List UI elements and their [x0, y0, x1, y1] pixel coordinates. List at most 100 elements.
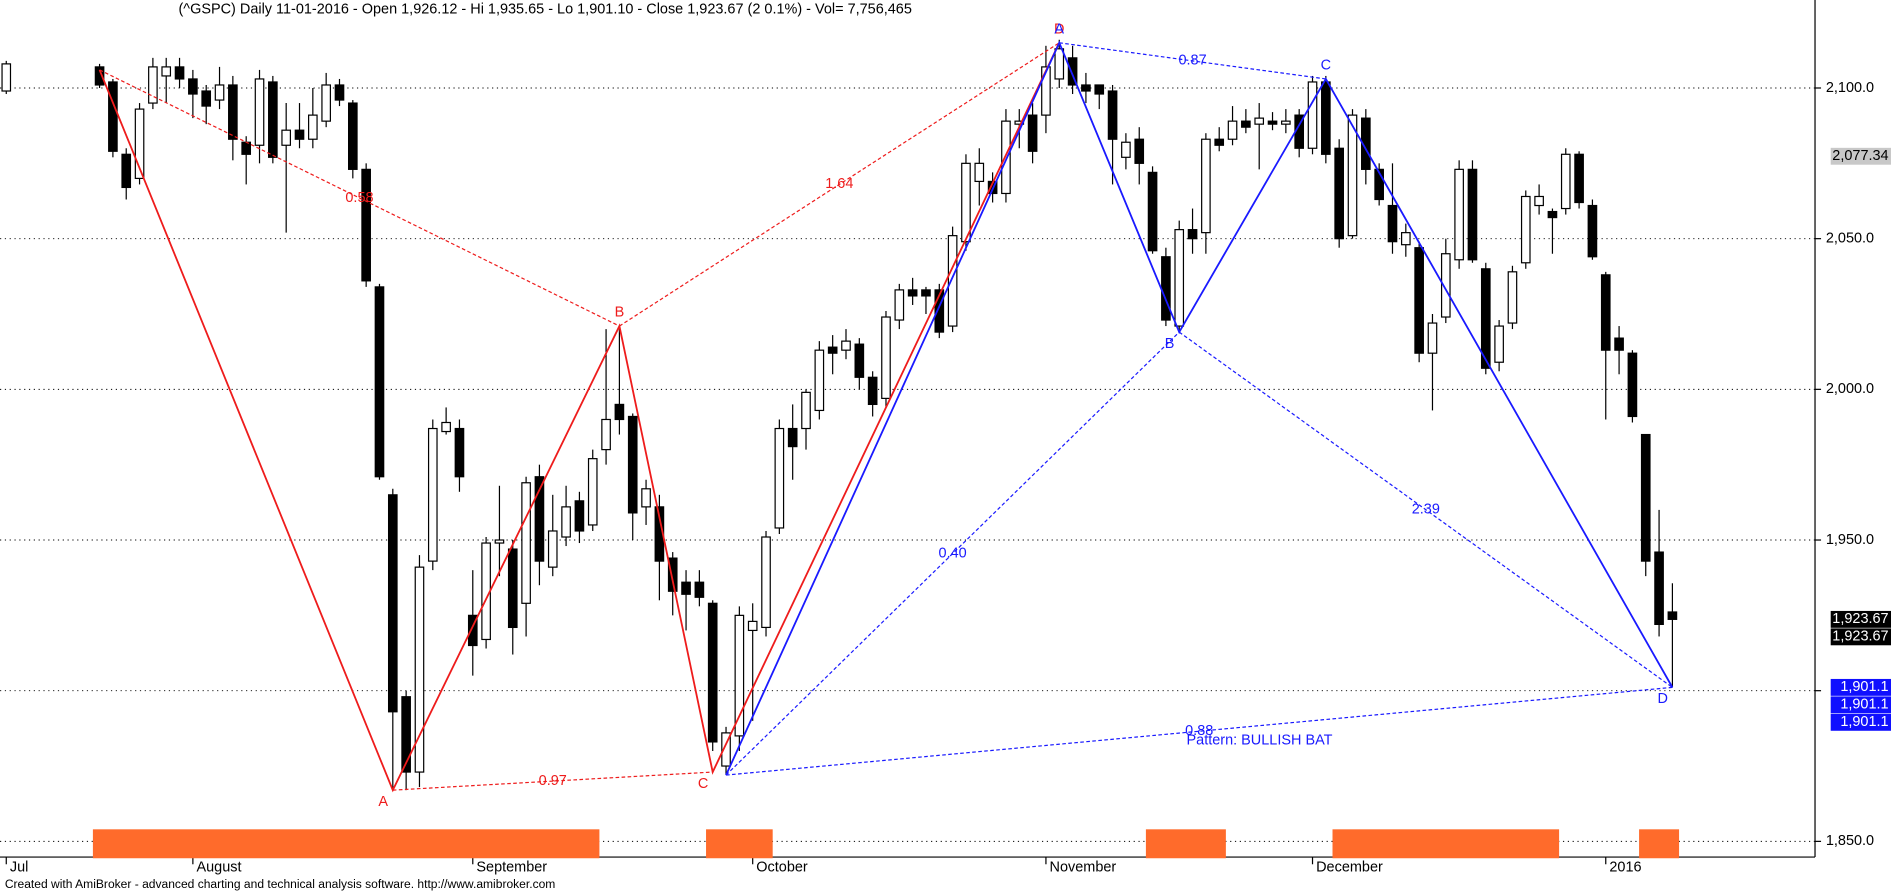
candle-body — [228, 84, 238, 140]
price-tag — [1830, 628, 1891, 646]
price-tag-label: 1,901.1 — [1840, 714, 1888, 730]
candle-body — [1027, 114, 1038, 152]
candle-body — [1440, 253, 1451, 318]
ratio-leg — [1178, 331, 1673, 688]
point-label: D — [1658, 691, 1668, 707]
candle-body — [534, 476, 545, 562]
candle-body — [561, 506, 571, 538]
candle-body — [1374, 168, 1384, 201]
y-tick-label: 1,950.0 — [1826, 532, 1874, 548]
ratio-leg — [725, 686, 1673, 776]
candle-body — [427, 427, 438, 562]
ratio-label: 0.40 — [939, 545, 967, 561]
candle-body — [121, 153, 132, 189]
candle-body — [454, 427, 465, 478]
candle-body — [281, 129, 291, 146]
candle-body — [1600, 274, 1611, 351]
ratio-label: 1.64 — [825, 176, 853, 192]
ratio-leg — [725, 331, 1180, 776]
pattern-name: Pattern: BULLISH BAT — [1187, 733, 1333, 749]
candle-body — [1480, 268, 1491, 369]
candle-body — [1094, 84, 1105, 95]
candle-body — [1494, 325, 1504, 363]
ratio-label: 2.39 — [1412, 502, 1440, 518]
candle-body — [1507, 271, 1518, 324]
candle-body — [774, 427, 785, 529]
ratio-leg — [392, 771, 713, 791]
candle-body — [1547, 210, 1558, 219]
candle-body — [1267, 120, 1278, 125]
candle-body — [268, 81, 278, 158]
candle-body — [1067, 57, 1078, 86]
candle-body — [387, 494, 398, 713]
candle-body — [1147, 171, 1158, 252]
candle-body — [1560, 153, 1571, 210]
candle-body — [1361, 117, 1371, 170]
price-tag-label: 2,077.34 — [1832, 148, 1888, 164]
candle-body — [1187, 229, 1198, 240]
candle-body — [1214, 138, 1225, 146]
candle-body — [907, 289, 918, 297]
ratio-label: 0.97 — [539, 773, 567, 789]
candle-body — [1241, 120, 1251, 128]
x-tick-label: October — [756, 860, 808, 876]
candle-body — [161, 66, 172, 77]
candle-body — [827, 346, 838, 354]
candle-body — [947, 235, 958, 327]
point-label: A — [1054, 21, 1064, 37]
candle-body — [148, 66, 158, 104]
candle-body — [1174, 229, 1185, 327]
price-tag — [1830, 713, 1891, 731]
point-label: B — [1165, 336, 1175, 352]
candle-body — [1640, 433, 1651, 562]
candle-body — [1227, 120, 1238, 140]
candle-body — [467, 614, 478, 647]
candle-body — [921, 289, 931, 297]
signal-band — [1332, 829, 1560, 859]
x-tick-label: August — [196, 860, 241, 876]
candle-body — [761, 536, 771, 629]
candle-body — [1520, 195, 1531, 264]
y-tick-label: 2,000.0 — [1826, 381, 1874, 397]
ratio-leg — [619, 42, 1060, 327]
candle-body — [747, 620, 758, 632]
candle-body — [401, 696, 411, 773]
candle-body — [867, 376, 878, 406]
candle-body — [894, 289, 905, 321]
signal-band — [1145, 829, 1226, 859]
candle-body — [841, 340, 851, 351]
candle-body — [134, 108, 145, 180]
candle-body — [681, 581, 691, 595]
footer: Created with AmiBroker - advanced charti… — [5, 877, 556, 891]
point-label: B — [615, 305, 625, 321]
candle-body — [1307, 81, 1318, 149]
price-tag-label: 1,901.1 — [1840, 697, 1888, 713]
candle-body — [1654, 551, 1664, 626]
candle-body — [1, 63, 12, 92]
candle-body — [1201, 138, 1211, 234]
candle-body — [1121, 141, 1131, 158]
candle-body — [1414, 247, 1424, 354]
candle-body — [1107, 90, 1118, 140]
candle-body — [934, 289, 945, 333]
candle-body — [507, 548, 518, 629]
candle-body — [334, 84, 345, 101]
candle-body — [201, 90, 212, 107]
x-tick-label: 2016 — [1609, 860, 1641, 876]
candle-body — [254, 78, 265, 146]
candle-body — [1041, 66, 1051, 116]
price-tag — [1830, 610, 1891, 628]
candle-body — [601, 418, 611, 451]
candle-body — [294, 129, 305, 140]
candle-body — [1054, 48, 1065, 80]
candle-body — [881, 316, 891, 399]
ratio-label: 0.88 — [1185, 723, 1213, 739]
candle-body — [641, 488, 651, 508]
chart-title: (^GSPC) Daily 11-01-2016 - Open 1,926.12… — [178, 1, 911, 17]
candle-body — [1081, 84, 1091, 92]
candle-body — [787, 427, 798, 448]
candle-body — [347, 102, 358, 170]
